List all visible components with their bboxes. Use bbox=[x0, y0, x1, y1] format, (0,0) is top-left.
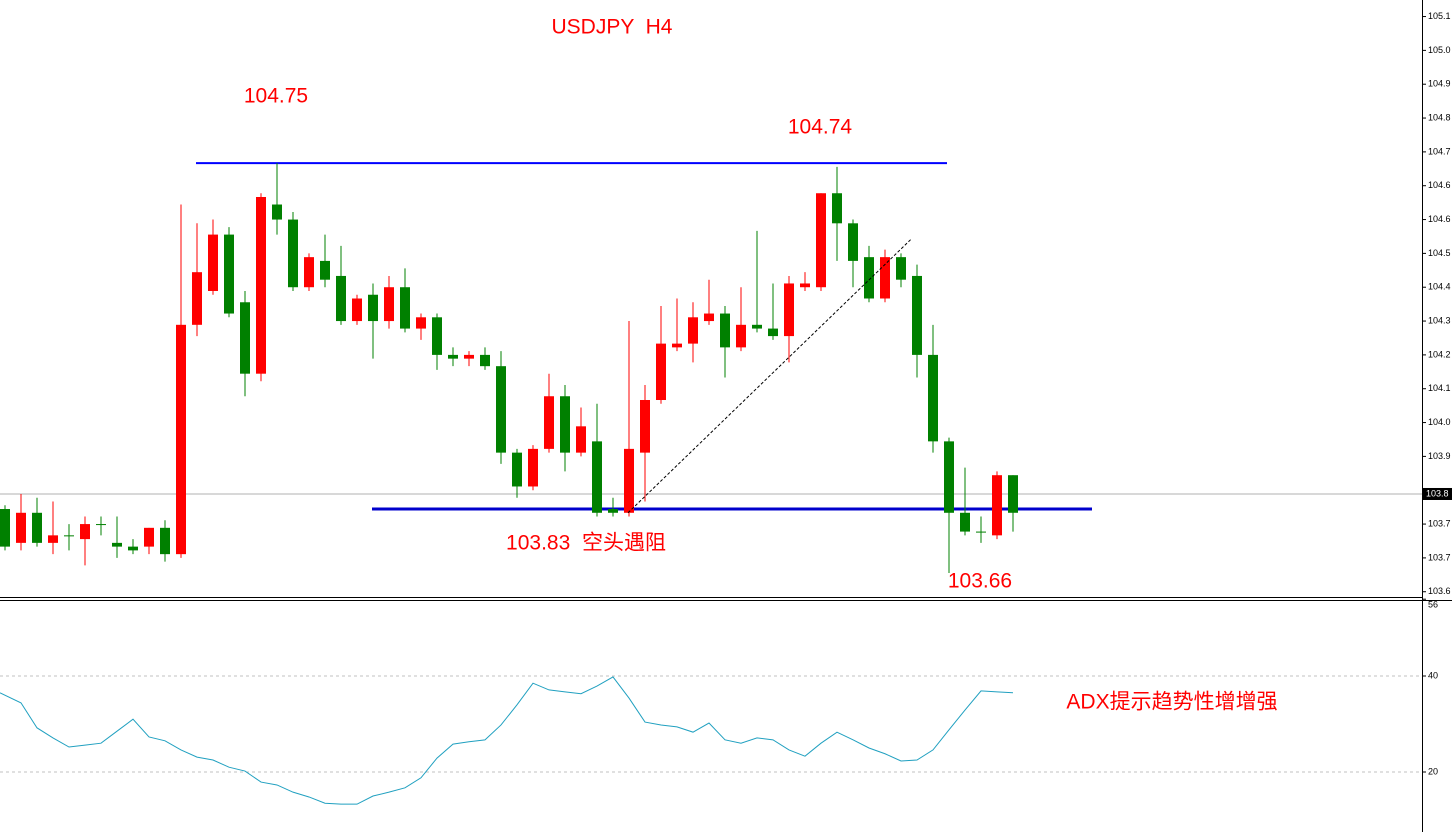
candle-body bbox=[368, 294, 378, 322]
candle-body bbox=[432, 317, 442, 355]
candle-body bbox=[16, 512, 26, 543]
candle-body bbox=[240, 302, 250, 374]
candle-body bbox=[832, 193, 842, 224]
candle-body bbox=[304, 257, 314, 288]
candle-body bbox=[704, 313, 714, 322]
candle-body bbox=[656, 343, 666, 401]
candle-body bbox=[688, 317, 698, 344]
candle-body bbox=[528, 448, 538, 487]
candle-body bbox=[128, 546, 138, 551]
annotation: ADX提示趋势性增增强 bbox=[1066, 691, 1277, 714]
annotation: 103.83 空头遇阻 bbox=[506, 532, 666, 555]
chart-title: USDJPY H4 bbox=[552, 16, 673, 39]
adx-tick-label: 40 bbox=[1428, 670, 1438, 680]
candle-body bbox=[800, 283, 810, 288]
candle-body bbox=[912, 275, 922, 355]
candle-body bbox=[640, 400, 650, 453]
y-tick-label: 103.7 bbox=[1428, 518, 1451, 528]
candle-body bbox=[992, 475, 1002, 536]
y-tick-label: 104.1 bbox=[1428, 383, 1451, 393]
y-tick-label: 104.6 bbox=[1428, 180, 1451, 190]
y-tick-label: 104.3 bbox=[1428, 315, 1451, 325]
y-tick-label: 104.7 bbox=[1428, 146, 1451, 156]
candle-body bbox=[144, 527, 154, 547]
candle-body bbox=[560, 396, 570, 453]
candle-body bbox=[1008, 475, 1018, 513]
candle-body bbox=[944, 441, 954, 513]
y-tick-label: 103.9 bbox=[1428, 451, 1451, 461]
candle-body bbox=[208, 234, 218, 291]
candle-body bbox=[736, 324, 746, 348]
candle-body bbox=[96, 524, 106, 526]
candle-body bbox=[720, 313, 730, 348]
adx-line bbox=[0, 676, 1014, 805]
candle-body bbox=[672, 343, 682, 348]
y-tick-label: 104.9 bbox=[1428, 79, 1451, 89]
candle-body bbox=[32, 512, 42, 543]
y-tick-label: 105.0 bbox=[1428, 45, 1451, 55]
candle-body bbox=[336, 275, 346, 322]
candle-body bbox=[416, 317, 426, 329]
current-price-label: 103.8 bbox=[1426, 488, 1449, 498]
candle-body bbox=[576, 426, 586, 453]
candle-body bbox=[464, 354, 474, 359]
candle-body bbox=[288, 219, 298, 288]
y-tick-label: 104.2 bbox=[1428, 349, 1451, 359]
candle-body bbox=[928, 354, 938, 442]
candle-body bbox=[80, 524, 90, 540]
candle-body bbox=[0, 509, 10, 547]
y-tick-label: 103.7 bbox=[1428, 552, 1451, 562]
annotation: 104.75 bbox=[244, 85, 308, 108]
y-tick-label: 103.6 bbox=[1428, 586, 1451, 596]
y-tick-label: 104.4 bbox=[1428, 282, 1451, 292]
candle-body bbox=[544, 396, 554, 449]
candle-body bbox=[496, 366, 506, 453]
candle-body bbox=[960, 512, 970, 532]
candle-body bbox=[256, 196, 266, 374]
candle-body bbox=[320, 260, 330, 280]
y-tick-label: 104.5 bbox=[1428, 248, 1451, 258]
candle-body bbox=[352, 298, 362, 322]
candle-body bbox=[480, 354, 490, 367]
candle-body bbox=[176, 324, 186, 555]
current-price-box bbox=[1422, 487, 1452, 500]
candle-body bbox=[224, 234, 234, 314]
trend-line bbox=[627, 237, 913, 514]
y-tick-label: 105.1 bbox=[1428, 11, 1451, 21]
adx-tick-label: 56 bbox=[1428, 599, 1438, 609]
candle-body bbox=[768, 328, 778, 337]
candle-body bbox=[272, 204, 282, 220]
candle-body bbox=[848, 223, 858, 261]
y-tick-label: 104.0 bbox=[1428, 417, 1451, 427]
y-tick-label: 104.8 bbox=[1428, 112, 1451, 122]
candle-body bbox=[512, 452, 522, 487]
candle-body bbox=[64, 535, 74, 537]
candle-body bbox=[880, 257, 890, 299]
candle-body bbox=[592, 441, 602, 513]
candle-body bbox=[112, 542, 122, 547]
candle-body bbox=[48, 535, 58, 543]
candle-body bbox=[752, 324, 762, 329]
annotation: 104.74 bbox=[788, 116, 853, 139]
candle-body bbox=[192, 272, 202, 325]
candle-body bbox=[624, 448, 634, 513]
candle-body bbox=[448, 354, 458, 359]
y-tick-label: 104.6 bbox=[1428, 214, 1451, 224]
candle-body bbox=[976, 531, 986, 533]
candle-body bbox=[160, 527, 170, 555]
candle-body bbox=[896, 257, 906, 280]
candle-body bbox=[608, 509, 618, 513]
candle-body bbox=[384, 287, 394, 322]
annotation: 103.66 bbox=[948, 570, 1012, 593]
candle-body bbox=[400, 287, 410, 329]
candle-body bbox=[816, 193, 826, 288]
adx-tick-label: 20 bbox=[1428, 766, 1438, 776]
candle-body bbox=[784, 283, 794, 337]
candle-body bbox=[864, 257, 874, 299]
